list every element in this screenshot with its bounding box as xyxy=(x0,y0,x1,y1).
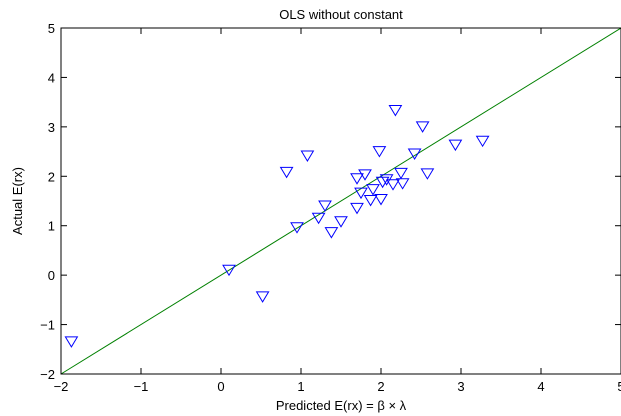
x-tick-label: −1 xyxy=(134,379,149,394)
data-point-marker xyxy=(388,105,403,117)
y-tick-label: −2 xyxy=(40,367,55,382)
data-point-marker xyxy=(366,184,380,196)
data-point-marker xyxy=(475,135,490,148)
x-tick-label: 4 xyxy=(537,379,544,394)
data-point-marker xyxy=(420,168,435,180)
data-point-marker xyxy=(358,169,372,181)
x-tick-label: 3 xyxy=(457,379,464,394)
plot-frame xyxy=(60,27,621,375)
x-tick-label: −2 xyxy=(54,379,69,394)
x-tick-label: 0 xyxy=(217,379,224,394)
y-tick-label: 1 xyxy=(48,219,55,234)
chart-title: OLS without constant xyxy=(279,7,403,22)
data-point-marker xyxy=(374,194,388,206)
data-point-marker xyxy=(324,227,339,239)
data-point-marker xyxy=(372,146,387,158)
data-point-marker xyxy=(350,202,364,215)
data-point-marker xyxy=(395,178,410,190)
data-point-marker xyxy=(64,336,79,348)
reference-line xyxy=(60,27,621,375)
x-tick-label: 1 xyxy=(297,379,304,394)
data-point-marker xyxy=(290,222,304,234)
y-tick-label: 5 xyxy=(48,21,55,36)
y-tick-label: 2 xyxy=(48,169,55,184)
y-tick-label: −1 xyxy=(40,318,55,333)
data-point-marker xyxy=(407,148,422,161)
y-axis-label: Actual E(rx) xyxy=(10,167,25,235)
data-point-marker xyxy=(386,179,400,191)
data-point-marker xyxy=(311,212,326,225)
x-tick-label: 5 xyxy=(617,379,621,394)
x-axis-label: Predicted E(rx) = β × λ xyxy=(276,398,407,413)
data-point-marker xyxy=(255,291,270,303)
data-point-marker xyxy=(415,121,430,133)
data-point-marker xyxy=(394,167,408,180)
data-points xyxy=(64,105,490,348)
y-tick-label: 0 xyxy=(48,268,55,283)
data-point-marker xyxy=(300,150,315,163)
y-tick-label: 3 xyxy=(48,120,55,135)
x-tick-label: 2 xyxy=(377,379,384,394)
data-point-marker xyxy=(350,173,364,185)
data-point-marker xyxy=(448,139,463,152)
data-point-marker xyxy=(222,264,236,277)
data-point-marker xyxy=(363,195,378,207)
data-point-marker xyxy=(334,216,348,228)
y-tick-label: 4 xyxy=(48,70,55,85)
data-point-marker xyxy=(279,166,294,179)
data-point-marker xyxy=(354,187,368,200)
reference-line-group xyxy=(60,27,621,375)
data-point-marker xyxy=(318,200,332,212)
